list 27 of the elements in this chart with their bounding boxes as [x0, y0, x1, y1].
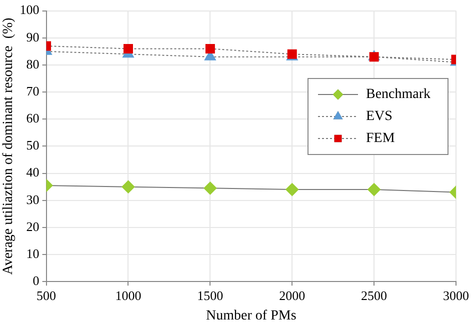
- y-tick-label: 80: [26, 56, 40, 72]
- legend-label: FEM: [366, 131, 396, 146]
- y-tick-label: 70: [26, 83, 40, 98]
- x-tick-label: 1000: [115, 288, 142, 303]
- point: [205, 44, 215, 54]
- y-tick-label: 90: [26, 29, 40, 44]
- y-tick-label: 50: [26, 138, 40, 153]
- x-axis-title: Number of PMs: [206, 308, 296, 324]
- y-tick-label: 20: [26, 218, 40, 234]
- x-tick-label: 500: [36, 288, 56, 303]
- y-tick-label: 0: [32, 273, 40, 288]
- x-tick-label: 3000: [443, 288, 469, 303]
- point: [122, 180, 135, 194]
- y-axis-title: Average utiliaztion of dominant resource (%): [1, 17, 16, 275]
- point: [124, 44, 133, 54]
- x-tick-label: 2500: [361, 288, 388, 303]
- y-tick-label: 60: [26, 110, 40, 126]
- y-tick-label: 40: [26, 164, 40, 180]
- legend-label: Benchmark: [366, 87, 431, 102]
- point: [286, 183, 299, 196]
- x-tick-label: 1500: [197, 288, 224, 303]
- y-tick-label: 10: [26, 246, 40, 261]
- legend-label: EVS: [366, 109, 392, 124]
- point: [204, 182, 217, 195]
- x-tick-label: 2000: [279, 288, 306, 303]
- y-tick-label: 100: [20, 2, 40, 18]
- y-tick-label: 30: [26, 192, 40, 207]
